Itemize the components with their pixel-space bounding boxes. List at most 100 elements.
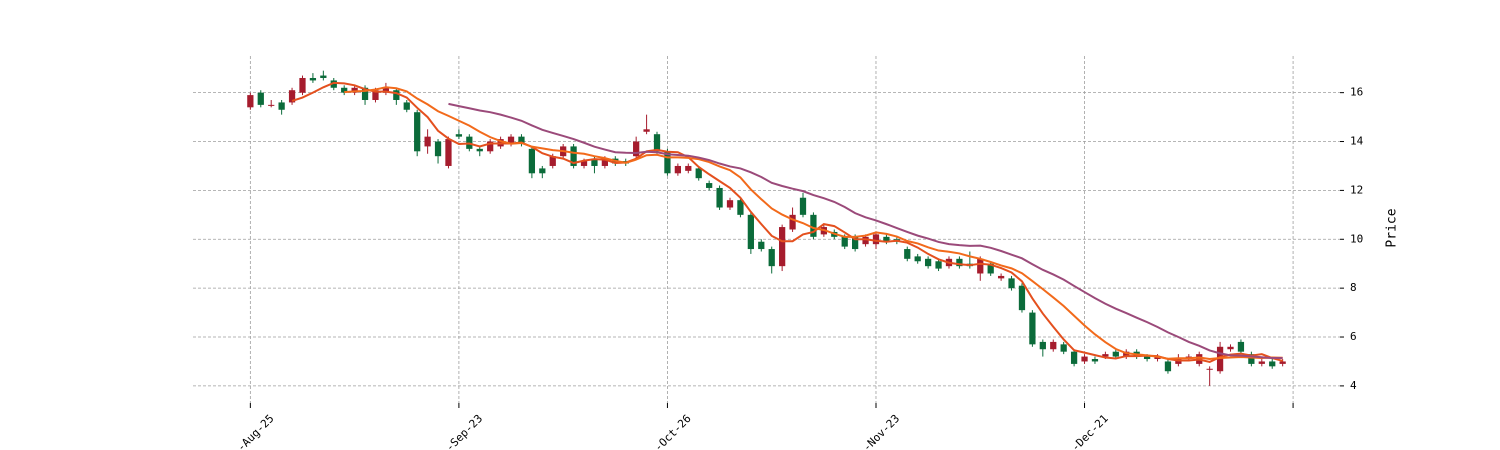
candle-body (1070, 351, 1078, 364)
candle-body (872, 234, 880, 245)
candle-body (1164, 361, 1172, 372)
x-tick-label: -Nov-23 (860, 412, 902, 450)
candle-body (695, 168, 702, 179)
candle-body (1039, 341, 1046, 350)
candle-body (664, 151, 671, 174)
candle-body (570, 146, 577, 166)
candle-body (247, 95, 254, 108)
moving-average-line (448, 102, 1283, 360)
candle-body (1206, 368, 1213, 370)
candle-body (1029, 312, 1036, 345)
candle-body (716, 187, 723, 208)
candle-body (268, 104, 275, 106)
candle-body (1060, 344, 1067, 352)
candle-body (810, 214, 817, 237)
candle-body (726, 200, 734, 208)
candle-body (257, 92, 264, 105)
candle-body (841, 236, 848, 247)
y-tick-label: 12 (1350, 183, 1363, 196)
candle-body (434, 141, 442, 157)
candle-body (549, 156, 556, 166)
candle-body (372, 90, 379, 100)
candle-body (382, 87, 390, 93)
candle-body (1050, 341, 1057, 350)
candle-body (455, 134, 463, 137)
candle-body (643, 129, 650, 132)
candle-body (997, 275, 1005, 279)
candle-body (633, 141, 640, 157)
x-tick-label: -Sep-23 (443, 412, 485, 450)
y-tick-label: 16 (1350, 86, 1363, 99)
y-tick-label: 10 (1350, 232, 1363, 245)
candle-body (299, 77, 306, 93)
candle-body (779, 227, 786, 267)
moving-average-line (344, 86, 1283, 361)
candle-body (1227, 346, 1234, 350)
y-tick-label: 4 (1350, 379, 1357, 392)
candle-body (904, 249, 911, 259)
x-tick-label: -Oct-26 (652, 412, 694, 450)
candle-body (361, 87, 369, 100)
candle-body (1248, 354, 1255, 364)
candle-body (789, 214, 796, 230)
candle-body (862, 236, 869, 245)
candle-body (977, 258, 984, 274)
candle-body (487, 141, 494, 152)
candle-body (685, 165, 692, 171)
candle-body (445, 139, 452, 166)
candle-body (852, 236, 859, 250)
candle-body (1008, 278, 1015, 289)
candle-body (914, 256, 921, 262)
candle-body (1269, 361, 1276, 367)
candle-body (768, 249, 775, 267)
candle-body (507, 136, 515, 144)
moving-average-line (291, 81, 1283, 364)
candle-body (309, 77, 317, 81)
candle-body (883, 236, 890, 242)
candle-body (1081, 356, 1088, 362)
y-tick-label: 14 (1350, 135, 1364, 148)
candle-body (580, 161, 588, 166)
candle-body (528, 148, 536, 174)
candle-body (799, 197, 807, 215)
candle-body (1237, 341, 1245, 352)
candle-body (320, 75, 327, 78)
candle-body (1112, 351, 1119, 357)
candle-body (737, 200, 744, 215)
candle-body (403, 102, 410, 110)
candle-body (601, 158, 609, 166)
candle-body (591, 158, 598, 166)
candle-body (518, 136, 525, 144)
candle-body (288, 90, 296, 103)
candle-body (706, 183, 713, 188)
y-axis-label: Price (1385, 208, 1400, 247)
candle-body (956, 258, 963, 267)
candle-body (341, 87, 348, 93)
candle-body (1102, 354, 1109, 357)
candle-body (758, 241, 765, 250)
candle-body (278, 102, 285, 110)
candle-body (393, 90, 400, 100)
candle-body (1091, 359, 1099, 362)
candle-body (1018, 285, 1026, 311)
candle-body (653, 134, 661, 152)
x-tick-label: -Aug-25 (235, 412, 277, 450)
candle-body (1258, 361, 1265, 364)
candle-body (351, 87, 358, 93)
candle-body (674, 165, 681, 174)
candle-body (424, 136, 431, 147)
candle-body (1279, 361, 1286, 364)
candle-body (1143, 356, 1151, 360)
x-tick-label: -Dec-21 (1069, 412, 1111, 450)
candle-body (987, 263, 994, 274)
candle-body (539, 168, 546, 174)
y-tick-label: 8 (1350, 281, 1357, 294)
candle-body (476, 148, 483, 152)
candle-body (924, 258, 932, 267)
candle-body (330, 80, 337, 88)
candle-body (414, 112, 421, 152)
candle-body (747, 214, 754, 250)
y-tick-label: 6 (1350, 330, 1357, 343)
candle-body (935, 261, 942, 269)
